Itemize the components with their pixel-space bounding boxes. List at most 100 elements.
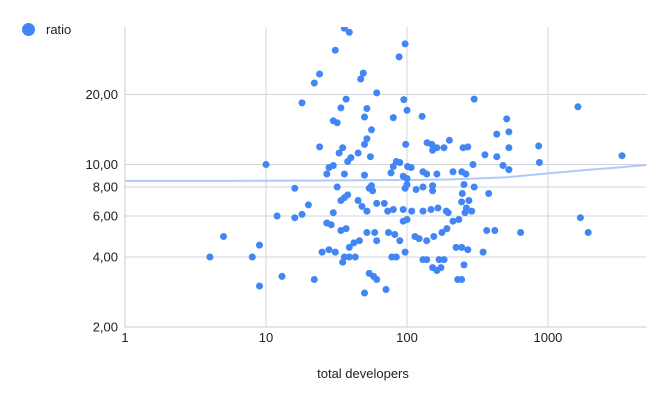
data-point: [361, 289, 368, 297]
y-tick-label: 4,00: [93, 249, 118, 264]
data-point: [298, 210, 306, 218]
y-tick-label: 8,00: [93, 179, 118, 194]
data-point: [331, 248, 339, 256]
data-point: [256, 282, 263, 290]
x-tick-label: 10: [259, 330, 273, 345]
data-point: [344, 191, 352, 199]
trend-line: [125, 164, 647, 182]
data-point: [429, 146, 437, 154]
data-point: [345, 253, 353, 261]
data-point: [256, 241, 263, 249]
data-point: [415, 235, 423, 243]
data-point: [340, 170, 348, 178]
y-tick-label: 20,00: [85, 87, 118, 102]
data-point: [576, 214, 584, 222]
data-point: [380, 199, 388, 207]
data-point: [318, 248, 326, 256]
data-point: [344, 158, 352, 165]
data-point: [445, 136, 453, 144]
data-point: [331, 46, 339, 54]
data-point: [574, 103, 582, 111]
legend: ratio: [22, 22, 71, 37]
data-point: [373, 237, 381, 245]
data-point: [400, 96, 408, 104]
data-point: [387, 169, 395, 177]
data-point: [401, 40, 409, 48]
y-tick-label: 2,00: [93, 320, 118, 335]
data-point: [401, 184, 409, 192]
data-point: [433, 170, 441, 178]
data-point: [401, 248, 409, 256]
data-point: [458, 276, 466, 283]
data-point: [339, 144, 347, 152]
data-point: [485, 190, 493, 197]
data-point: [535, 142, 543, 150]
data-point: [429, 187, 437, 195]
data-point: [333, 119, 341, 127]
data-point: [354, 149, 362, 157]
x-tick-label: 100: [396, 330, 418, 345]
data-point: [418, 112, 426, 120]
data-point: [363, 135, 371, 143]
data-point: [479, 248, 487, 256]
data-point: [470, 183, 478, 191]
data-point: [342, 95, 350, 103]
data-point: [584, 229, 592, 236]
data-point: [335, 149, 343, 157]
data-point: [365, 184, 373, 192]
data-point: [363, 229, 371, 236]
data-point: [359, 69, 367, 77]
data-point: [206, 253, 214, 261]
data-point: [357, 75, 365, 83]
data-point: [363, 207, 371, 215]
data-point: [366, 153, 374, 161]
data-point: [483, 227, 491, 234]
data-point: [361, 140, 368, 148]
data-point: [465, 197, 473, 204]
data-point: [423, 237, 431, 245]
data-point: [310, 79, 318, 87]
data-point: [618, 152, 626, 160]
data-point: [535, 159, 543, 166]
data-point: [325, 164, 333, 171]
legend-label: ratio: [46, 22, 72, 37]
data-point: [458, 190, 466, 197]
data-point: [395, 53, 403, 61]
data-point: [291, 214, 299, 222]
data-point: [499, 162, 507, 169]
data-point: [339, 258, 347, 266]
data-point: [340, 27, 348, 32]
data-point: [434, 204, 442, 212]
data-point: [437, 264, 445, 272]
data-point: [389, 206, 397, 213]
data-point: [458, 243, 466, 251]
data-point: [382, 286, 390, 293]
data-point: [333, 183, 341, 191]
data-point: [505, 144, 513, 152]
data-point: [452, 243, 460, 251]
data-point: [278, 272, 286, 280]
data-point: [464, 246, 472, 254]
data-point: [262, 161, 270, 168]
y-tick-label: 10,00: [85, 157, 118, 172]
data-point: [443, 225, 451, 233]
data-point: [427, 206, 435, 213]
data-point: [329, 209, 337, 217]
data-point: [435, 256, 443, 264]
x-axis-title: total developers: [317, 366, 409, 381]
data-points: [206, 27, 626, 297]
data-point: [316, 70, 324, 78]
data-point: [298, 99, 306, 107]
data-point: [403, 175, 411, 182]
data-point: [429, 182, 437, 190]
data-point: [355, 237, 363, 245]
data-point: [391, 231, 399, 238]
data-point: [396, 237, 404, 245]
data-point: [469, 161, 477, 168]
data-point: [389, 114, 397, 122]
data-point: [430, 233, 438, 240]
data-point: [351, 253, 359, 261]
data-point: [399, 217, 407, 225]
data-point: [384, 207, 392, 215]
